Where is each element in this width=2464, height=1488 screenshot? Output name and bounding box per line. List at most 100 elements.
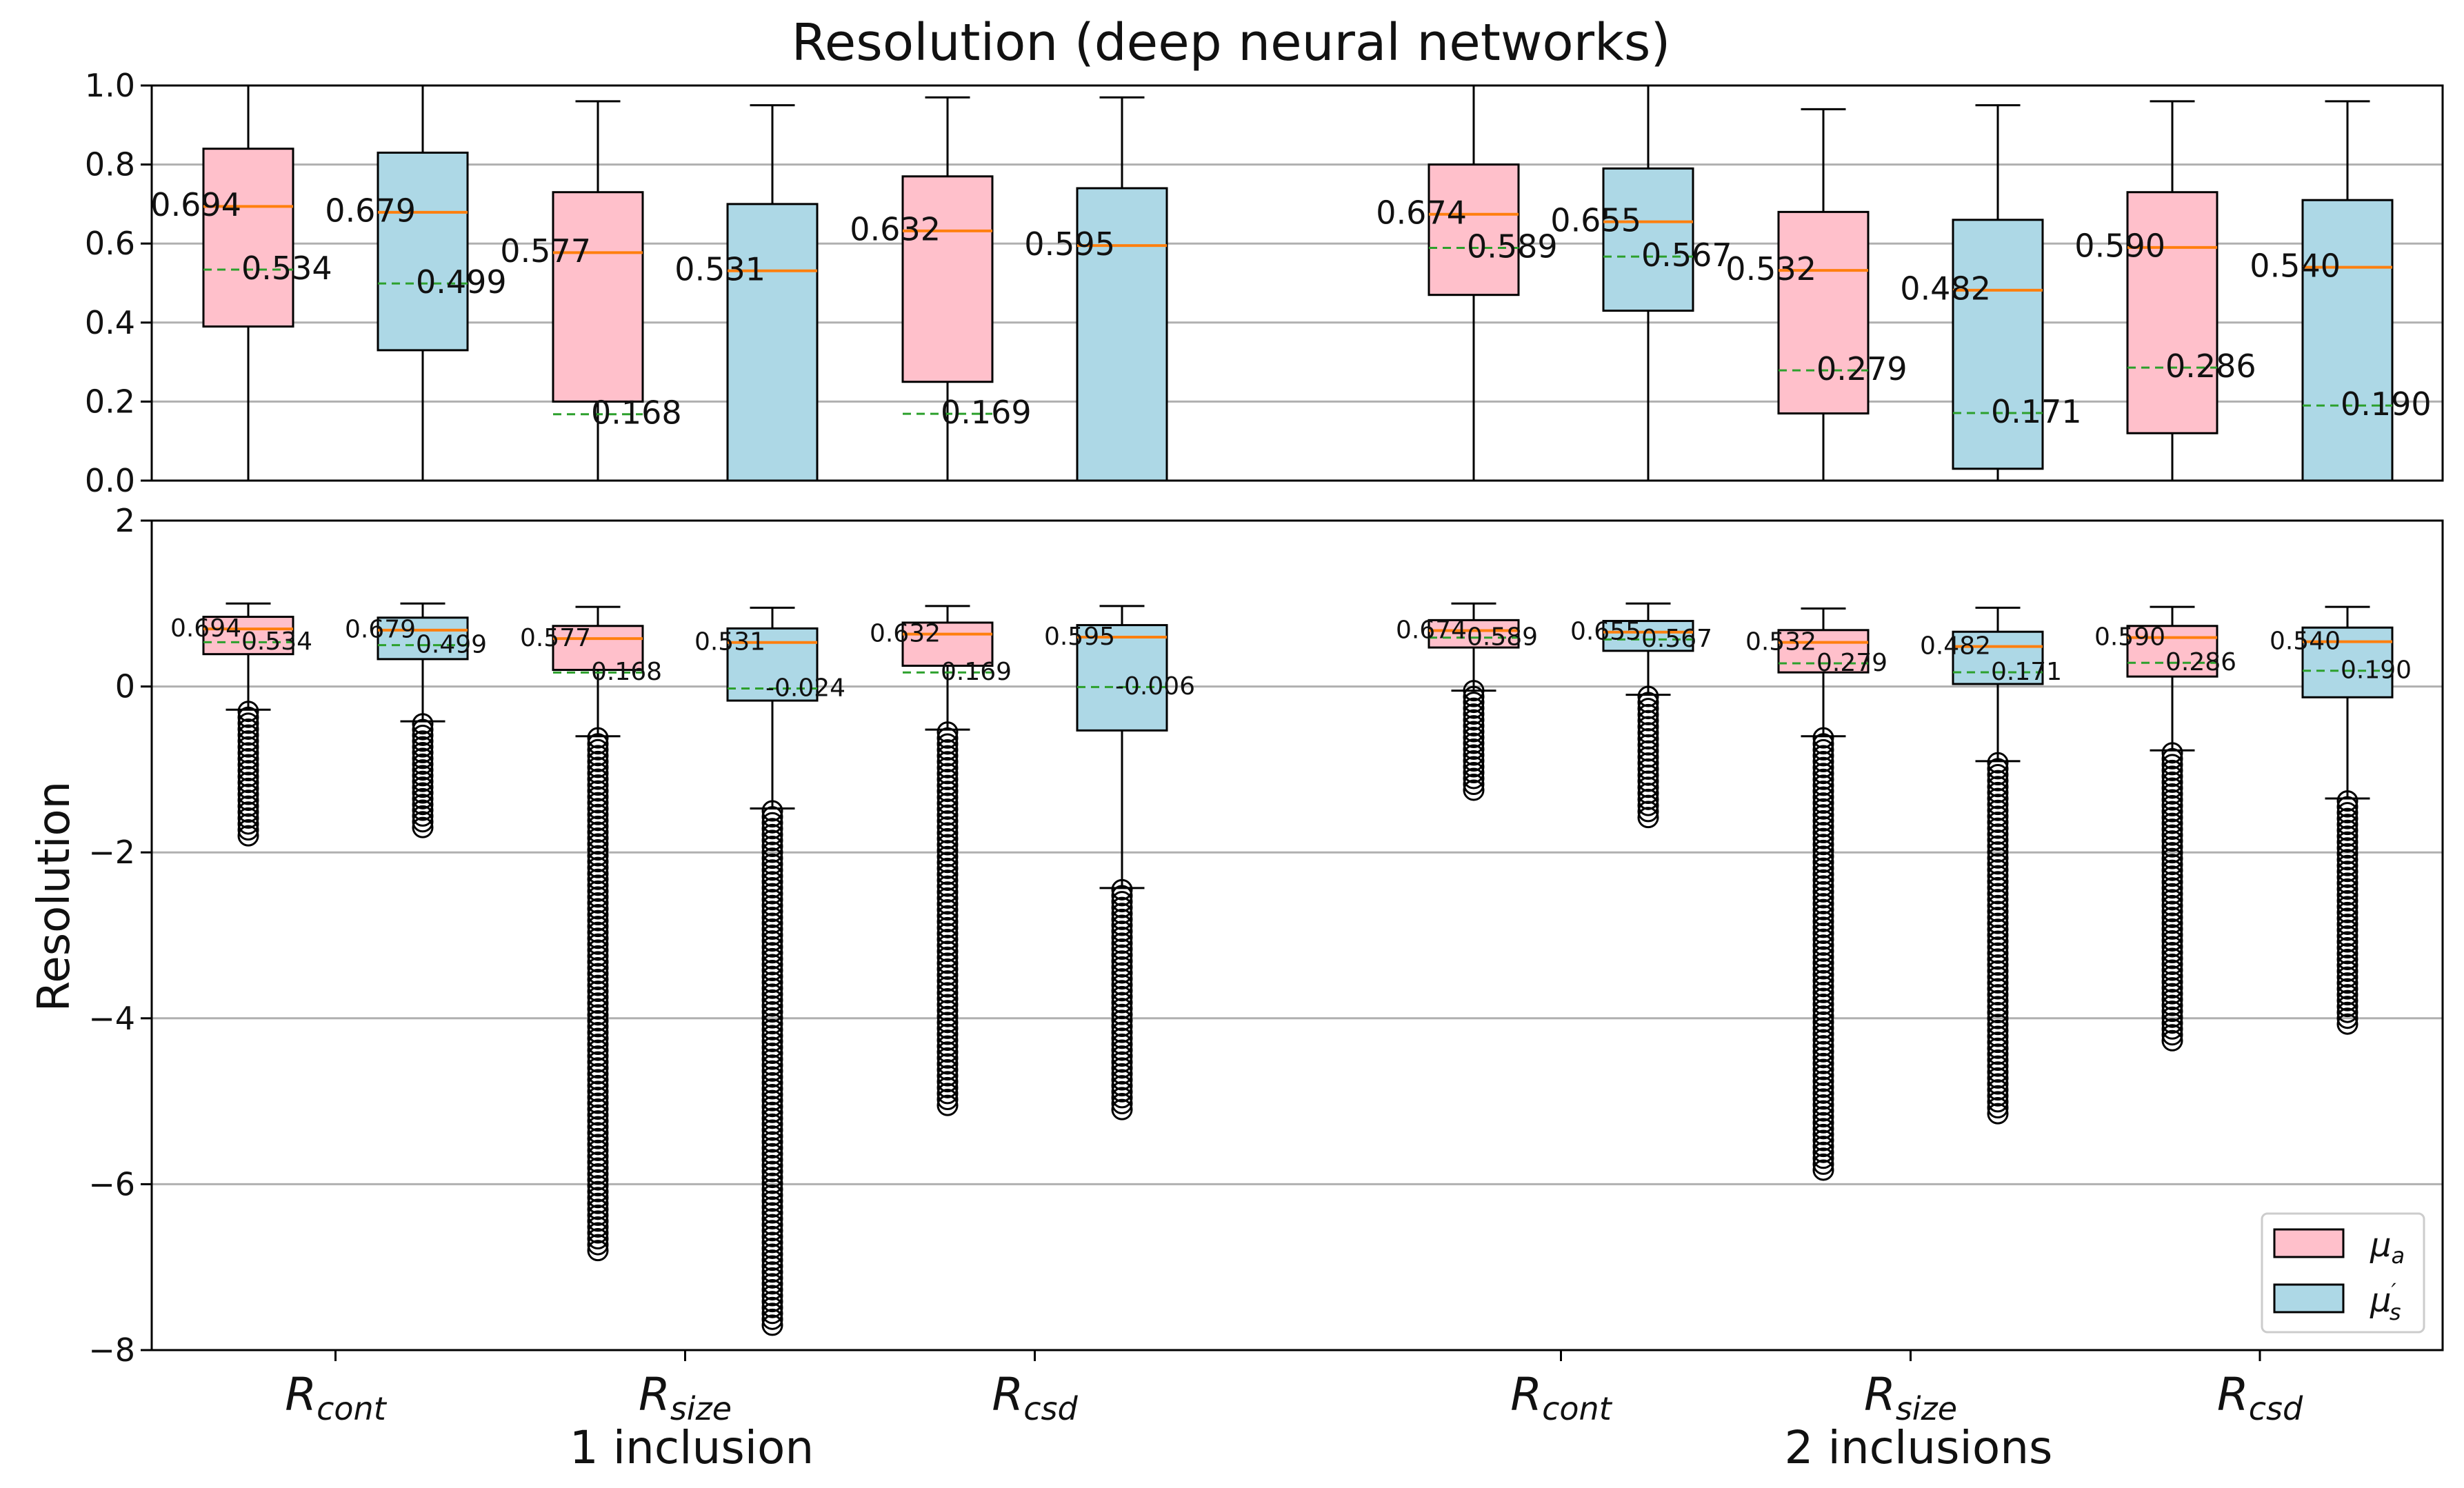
- x-axis-labels: Rcont Rsize Rcsd Rcont Rsize Rcsd: [285, 1350, 2303, 1427]
- flier-point: [587, 1016, 609, 1038]
- flier-point: [1987, 972, 2009, 994]
- flier-point: [1812, 798, 1834, 820]
- flier-point: [587, 945, 609, 967]
- flier-point: [936, 875, 959, 897]
- flier-point: [761, 853, 783, 875]
- flier-point: [2161, 836, 2183, 858]
- median-label: 0.482: [1920, 632, 1991, 660]
- flier-point: [2336, 831, 2358, 853]
- flier-point: [2161, 871, 2183, 893]
- flier-point: [1987, 764, 2009, 786]
- flier-point: [1987, 1025, 2009, 1047]
- top-panel: 0.00.20.40.60.81.00.6940.5340.6790.4990.…: [85, 67, 2444, 499]
- flier-point: [936, 946, 959, 968]
- flier-point: [587, 851, 609, 873]
- flier-point: [761, 823, 783, 845]
- legend-label-mu-s-sup: ′: [2392, 1278, 2397, 1305]
- flier-point: [1987, 924, 2009, 946]
- flier-point: [1812, 863, 1834, 885]
- flier-point: [1463, 779, 1485, 801]
- flier-point: [237, 790, 259, 812]
- flier-point: [761, 954, 783, 976]
- flier-point: [412, 742, 434, 764]
- flier-point: [936, 869, 959, 892]
- flier-point: [936, 739, 959, 761]
- legend-swatch-mu-s: [2273, 1283, 2345, 1314]
- y-axis-label: Resolution: [29, 781, 80, 1012]
- flier-point: [761, 883, 783, 905]
- flier-point: [936, 887, 959, 909]
- flier-point: [2336, 1001, 2358, 1023]
- x-tick-label-sub: cont: [1542, 1390, 1613, 1427]
- flier-point: [1463, 756, 1485, 778]
- mean-label: 0.168: [591, 658, 662, 686]
- flier-point: [761, 1025, 783, 1047]
- flier-point: [587, 1192, 609, 1214]
- flier-point: [1637, 794, 1659, 816]
- x-tick-label-main: R: [2217, 1368, 2249, 1421]
- mean-label: 0.168: [591, 394, 682, 432]
- flier-point: [587, 774, 609, 796]
- flier-point: [936, 769, 959, 791]
- flier-point: [1637, 758, 1659, 780]
- flier-point: [761, 1255, 783, 1277]
- flier-point: [2161, 941, 2183, 963]
- flier-point: [587, 1204, 609, 1226]
- legend-label-mu-s-main: μ: [2370, 1281, 2392, 1320]
- flier-point: [1987, 1002, 2009, 1024]
- median-label: 0.679: [345, 616, 416, 644]
- flier-point: [1812, 1052, 1834, 1074]
- flier-point: [761, 1184, 783, 1206]
- box-R_size-mu_a: 0.577 0.168: [500, 100, 682, 482]
- flier-point: [587, 1092, 609, 1114]
- flier-point: [1111, 1063, 1133, 1085]
- flier-point: [1987, 907, 2009, 929]
- box-R_size-mu_s: 0.482 0.171: [1900, 104, 2082, 482]
- flier-point: [936, 881, 959, 903]
- flier-point: [1812, 1118, 1834, 1140]
- flier-point: [936, 863, 959, 885]
- flier-point: [936, 952, 959, 974]
- flier-point: [587, 762, 609, 784]
- flier-point: [1111, 926, 1133, 948]
- flier-point: [587, 1074, 609, 1096]
- y-tick-label: 0.2: [85, 383, 135, 420]
- box-R_size-mu_a: 0.532 0.279: [1725, 108, 1907, 482]
- legend-label-mu-a-main: μ: [2370, 1226, 2392, 1265]
- flier-point: [587, 904, 609, 926]
- flier-point: [587, 863, 609, 885]
- legend-label-mu-s-sub: s: [2390, 1299, 2401, 1325]
- flier-point: [1987, 829, 2009, 851]
- flier-point: [936, 964, 959, 986]
- flier-point: [587, 933, 609, 955]
- y-tick-label: 1.0: [85, 67, 135, 104]
- flier-point: [587, 998, 609, 1020]
- flier-point: [761, 894, 783, 916]
- flier-point: [1812, 1147, 1834, 1169]
- flier-point: [1812, 1100, 1834, 1122]
- flier-point: [587, 756, 609, 778]
- flier-point: [936, 798, 959, 820]
- flier-point: [1812, 1011, 1834, 1033]
- flier-point: [1812, 1123, 1834, 1145]
- flier-point: [1463, 721, 1485, 743]
- median-label: 0.595: [1044, 623, 1115, 651]
- flier-point: [2336, 878, 2358, 900]
- y-tick-label: 0: [115, 668, 135, 705]
- flier-point: [936, 893, 959, 915]
- flier-point: [1987, 865, 2009, 887]
- flier-point: [1111, 921, 1133, 943]
- y-tick-label: −4: [88, 1000, 135, 1037]
- flier-point: [2336, 814, 2358, 836]
- y-tick-label: 0.4: [85, 304, 135, 341]
- box-body: [901, 621, 994, 667]
- flier-point: [1111, 1009, 1133, 1032]
- flier-point: [2161, 824, 2183, 846]
- flier-point: [587, 1098, 609, 1120]
- flier-point: [587, 1228, 609, 1250]
- flier-point: [936, 911, 959, 933]
- flier-point: [2161, 983, 2183, 1005]
- flier-point: [1812, 851, 1834, 873]
